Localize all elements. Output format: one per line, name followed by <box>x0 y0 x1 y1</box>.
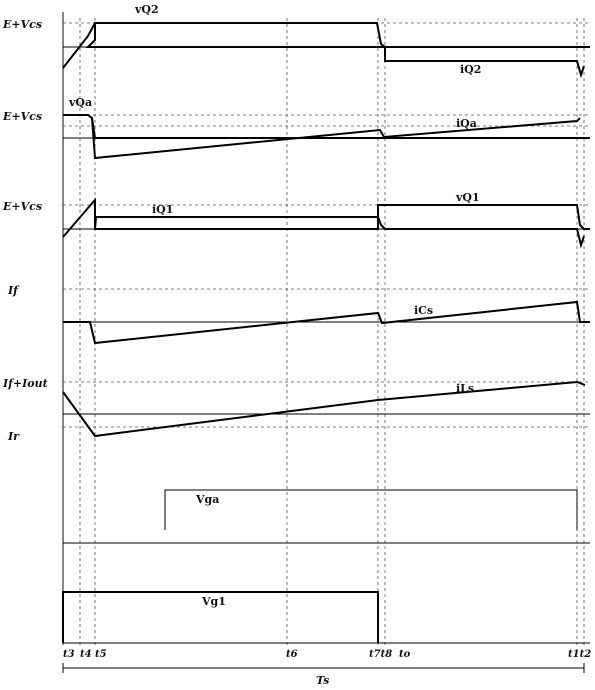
panel-vga: Vga <box>63 489 590 544</box>
vga-label: Vga <box>195 493 219 506</box>
ics-label: iCs <box>414 304 433 317</box>
iq1-label: iQ1 <box>152 203 173 216</box>
time-label-t7t8: t7t8 <box>369 649 392 660</box>
time-label-t1t2: t1t2 <box>568 649 591 660</box>
time-label-t5: t5 <box>95 649 107 660</box>
period-indicator: Ts <box>62 663 585 687</box>
ics-waveform <box>63 300 590 345</box>
vg1-label: Vg1 <box>201 595 226 608</box>
time-gridlines <box>79 18 585 645</box>
panel-ils: If+Iout Ir iLs <box>2 377 590 443</box>
time-label-t3: t3 <box>63 649 75 660</box>
iq2-label: iQ2 <box>460 63 481 76</box>
level-label-p4: If <box>7 284 20 297</box>
level-label-p5-bottom: Ir <box>7 430 20 443</box>
time-label-t4: t4 <box>80 649 92 660</box>
period-label: Ts <box>316 674 329 687</box>
level-label-p2: E+Vcs <box>2 110 42 123</box>
iqa-label: iQa <box>456 117 477 130</box>
level-label-p1: E+Vcs <box>2 18 42 31</box>
level-label-p5-top: If+Iout <box>2 377 48 390</box>
vq1-label: vQ1 <box>455 191 480 204</box>
ils-waveform <box>62 380 586 438</box>
panel-vq2-iq2: E+Vcs vQ2 iQ2 <box>2 3 590 79</box>
panel-ics: If iCs <box>7 284 590 345</box>
vq1-waveform <box>62 197 590 238</box>
vg1-pulse <box>62 591 379 643</box>
time-label-t6: t6 <box>286 649 298 660</box>
vga-pulse <box>164 489 578 530</box>
panel-vg1: Vg1 <box>62 591 590 644</box>
panel-iq1-vq1: E+Vcs iQ1 vQ1 <box>2 191 590 249</box>
level-label-p3: E+Vcs <box>2 200 42 213</box>
vq2-label: vQ2 <box>134 3 159 16</box>
time-label-to: to <box>399 649 411 660</box>
vqa-label: vQa <box>68 96 92 109</box>
time-labels: t3 t4 t5 t6 t7t8 to t1t2 <box>63 649 591 660</box>
iq1-waveform <box>94 216 585 249</box>
panel-vqa-iqa: E+Vcs vQa iQa <box>2 96 590 160</box>
iqa-waveform <box>91 117 581 160</box>
ils-label: iLs <box>456 382 474 395</box>
iq2-waveform <box>85 23 585 79</box>
